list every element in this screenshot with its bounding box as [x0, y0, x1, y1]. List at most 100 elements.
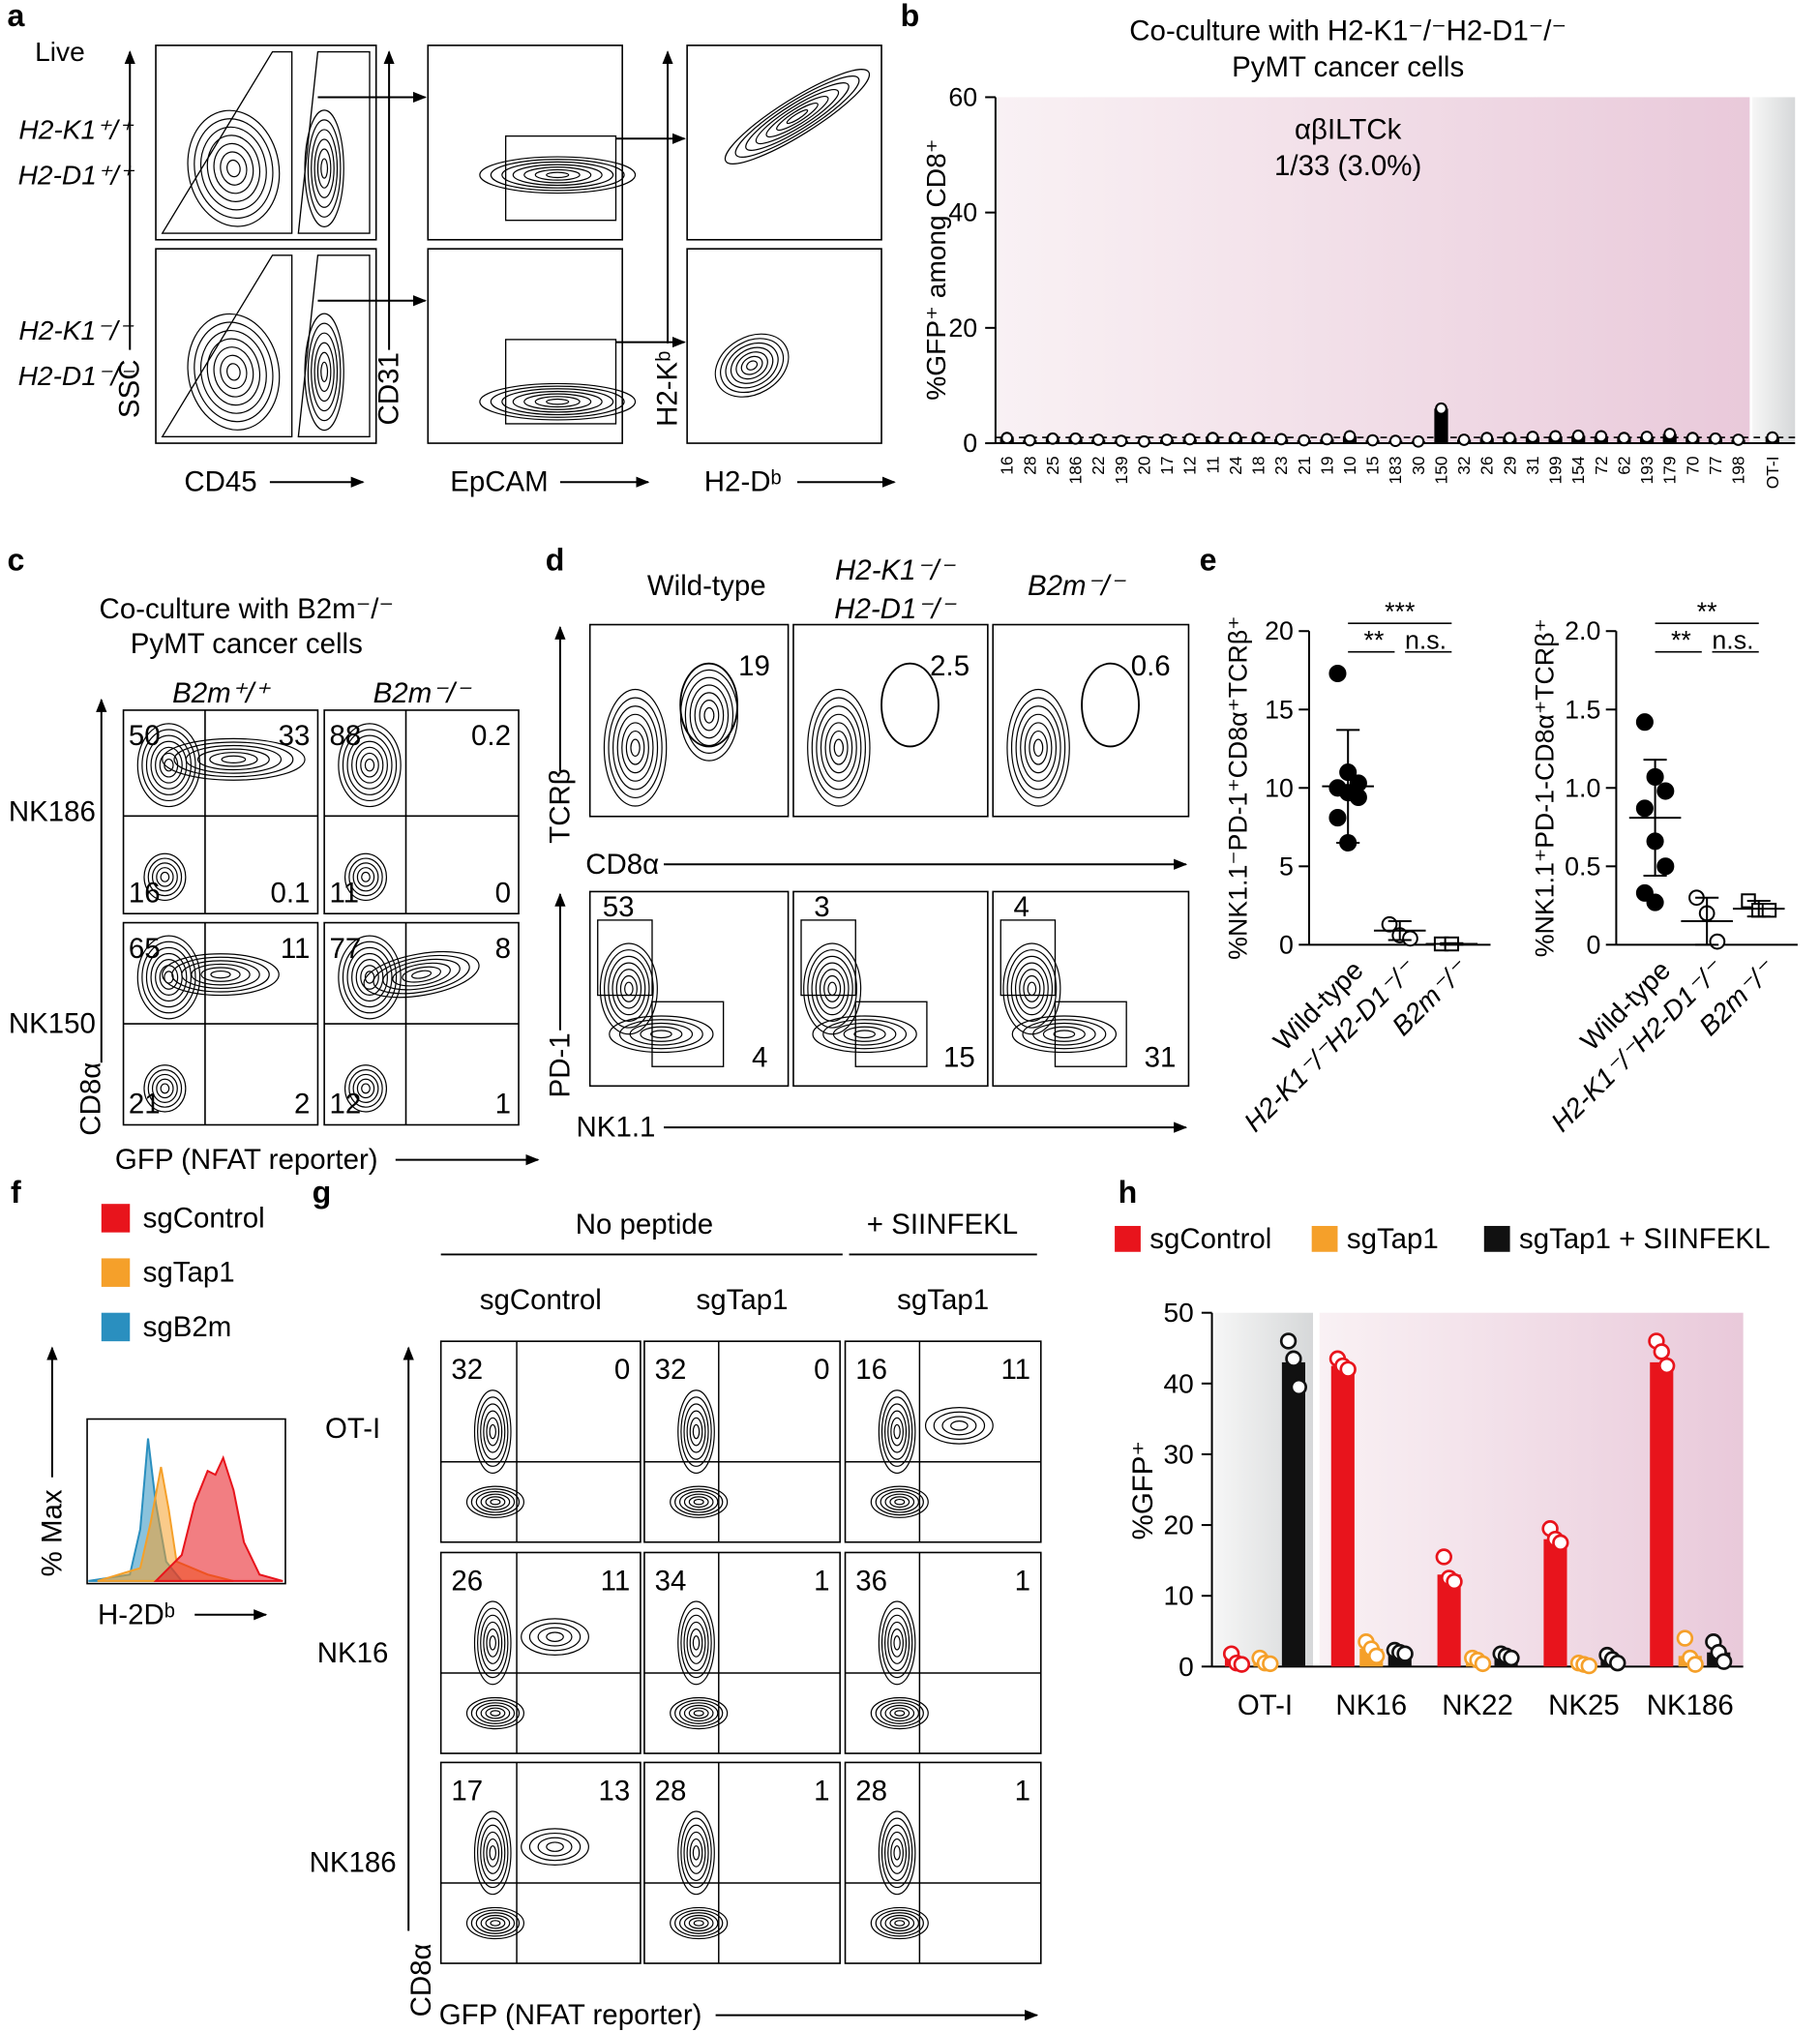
- contour: [546, 171, 570, 179]
- contour: [803, 942, 862, 1035]
- contour: [822, 1019, 908, 1050]
- contour: [352, 862, 379, 892]
- contour: [537, 1627, 573, 1647]
- contour: [765, 96, 829, 138]
- contour: [740, 355, 763, 375]
- contour: [151, 862, 178, 892]
- data-point: [1618, 432, 1630, 445]
- plot-frame: [643, 1340, 841, 1543]
- contour: [150, 952, 188, 1002]
- label: sgB2m: [143, 1311, 232, 1343]
- contour: [730, 346, 774, 384]
- contour: [147, 857, 183, 897]
- label: 12: [330, 1089, 362, 1121]
- contour: [226, 159, 241, 178]
- contour: [346, 946, 393, 1008]
- contour: [604, 949, 654, 1029]
- label: 5: [1279, 852, 1294, 881]
- contour: [351, 740, 388, 790]
- contour: [670, 1696, 729, 1730]
- contour: [485, 1496, 506, 1509]
- contour: [483, 1410, 503, 1453]
- contour: [342, 941, 398, 1014]
- contour: [191, 963, 251, 986]
- contour: [875, 1488, 924, 1516]
- contour: [477, 1396, 509, 1467]
- label: 19: [738, 650, 770, 682]
- contour: [823, 974, 842, 1002]
- label: 15: [943, 1041, 975, 1073]
- label: 34: [655, 1565, 687, 1597]
- contour: [1006, 949, 1058, 1029]
- contour: [829, 730, 849, 765]
- contour: [699, 700, 720, 732]
- label: 30: [1164, 1439, 1194, 1469]
- contour: [884, 1914, 915, 1932]
- contour: [316, 351, 332, 393]
- contour: [880, 1912, 920, 1934]
- contour: [181, 960, 260, 990]
- contour: [150, 740, 188, 790]
- label: H2-D1⁻/⁻: [18, 361, 135, 391]
- contour: [355, 959, 384, 996]
- plot-frame: [427, 45, 623, 241]
- contour: [674, 1488, 724, 1516]
- x-tick-label: OT-I: [1763, 456, 1782, 489]
- contour: [625, 730, 645, 765]
- data-point: [1285, 1350, 1302, 1367]
- data-point: [1653, 1343, 1670, 1360]
- contour: [546, 1631, 564, 1642]
- data-point: [1474, 1655, 1492, 1673]
- panel-letter: h: [1119, 1175, 1138, 1210]
- contour: [689, 1628, 703, 1658]
- contour: [143, 1064, 187, 1113]
- label: H2-D1⁺/⁺: [18, 160, 135, 190]
- contour: [141, 729, 196, 802]
- contour: [528, 1832, 582, 1862]
- label: 0: [1586, 930, 1600, 959]
- label: sgTap1: [143, 1257, 235, 1289]
- data-point: [1262, 1655, 1279, 1673]
- label: PyMT cancer cells: [1232, 51, 1464, 83]
- label: NK150: [9, 1008, 96, 1040]
- plot-frame: [122, 709, 319, 914]
- gate: [1081, 662, 1140, 748]
- bar: [1650, 1361, 1674, 1667]
- contour: [674, 1699, 724, 1727]
- contour: [141, 941, 196, 1014]
- contour: [894, 1710, 906, 1717]
- contour: [187, 109, 281, 227]
- contour: [608, 955, 650, 1022]
- contour: [1006, 688, 1070, 807]
- contour: [143, 852, 187, 902]
- contour: [621, 722, 649, 774]
- contour: [475, 1912, 516, 1934]
- label: 0.6: [1131, 650, 1171, 682]
- contour: [776, 102, 819, 132]
- contour: [815, 962, 850, 1016]
- contour: [356, 867, 375, 887]
- legend-swatch: [101, 1312, 131, 1342]
- contour: [890, 1838, 904, 1868]
- contour: [693, 1710, 704, 1717]
- x-tick-label: 11: [1203, 456, 1222, 473]
- contour: [683, 1493, 714, 1510]
- contour: [537, 1837, 573, 1857]
- label: B2m⁻/⁻: [373, 677, 472, 709]
- label: CD8α: [585, 849, 659, 881]
- label: **: [1364, 626, 1385, 655]
- contour: [473, 1810, 512, 1896]
- data-point: [1328, 809, 1347, 827]
- label: 3: [814, 891, 829, 923]
- contour: [1014, 962, 1049, 1016]
- label: PyMT cancer cells: [131, 628, 363, 660]
- contour: [1022, 1019, 1107, 1050]
- label: %GFP⁺ among CD8⁺: [921, 138, 951, 400]
- label: 10: [1265, 773, 1294, 802]
- contour: [875, 1699, 924, 1727]
- data-point: [1115, 434, 1128, 448]
- contour: [878, 1810, 916, 1896]
- contour: [608, 697, 663, 799]
- label: 28: [655, 1775, 687, 1807]
